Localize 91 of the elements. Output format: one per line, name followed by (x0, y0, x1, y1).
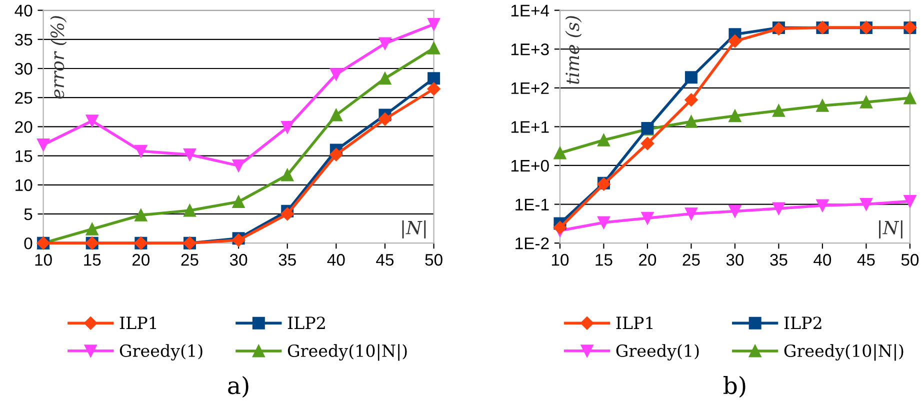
point (684, 115, 698, 128)
legend-label: ILP2 (784, 316, 822, 329)
y-tick-label: 1E-2 (516, 237, 549, 250)
point (428, 42, 440, 54)
point (378, 72, 392, 85)
text: a) (228, 376, 248, 398)
x-tick-label: 35 (770, 254, 788, 266)
y-tick-label: 1E-1 (516, 198, 549, 210)
y-tick-label: 30 (14, 62, 32, 75)
y-tick-label: 35 (14, 34, 32, 46)
text: b) (723, 376, 746, 398)
x-tick-label: 20 (132, 254, 150, 266)
y-axis-title: error (%) (50, 16, 67, 99)
point (641, 212, 654, 224)
point (860, 198, 872, 211)
point (330, 108, 342, 122)
y-tick-label: 25 (15, 92, 32, 104)
y-tick-label: 5 (24, 208, 32, 220)
x-tick-label: 40 (327, 254, 345, 266)
legend-label: ILP2 (288, 316, 325, 329)
x-tick-label: 40 (814, 254, 832, 266)
point (816, 199, 829, 212)
point (86, 222, 98, 236)
x-tick-label: 45 (376, 254, 394, 266)
legend-label: Greedy(10|N|) (784, 344, 904, 361)
x-tick-label: 15 (84, 254, 101, 266)
point (597, 134, 610, 146)
y-axis-title: time (s) (565, 16, 582, 84)
y-tick-label: 10 (16, 179, 32, 192)
y-tick-label: 15 (16, 150, 32, 162)
point (640, 136, 654, 150)
point (554, 146, 566, 160)
point (427, 82, 440, 96)
point (684, 208, 698, 220)
legend-label: ILP1 (120, 316, 156, 329)
legend-label: Greedy(1) (616, 344, 699, 360)
point (183, 204, 196, 217)
x-tick-label: 20 (639, 254, 656, 266)
point (86, 114, 98, 128)
point (330, 148, 343, 162)
legend-label: ILP1 (616, 316, 652, 329)
x-tick-label: 45 (857, 254, 875, 266)
point (860, 96, 872, 108)
x-axis-title: |N| (879, 220, 902, 238)
point (772, 202, 785, 215)
y-tick-label: 20 (15, 121, 32, 133)
x-tick-label: 10 (35, 254, 52, 266)
point (378, 112, 392, 126)
y-tick-label: 1E+3 (511, 44, 549, 56)
point (183, 148, 196, 161)
y-tick-label: 1E+2 (511, 82, 549, 94)
point (280, 207, 294, 221)
point (728, 110, 742, 122)
x-tick-label: 30 (230, 254, 248, 266)
x-axis-title: |N| (402, 220, 426, 238)
point (904, 92, 916, 104)
point (37, 138, 50, 151)
point (728, 205, 742, 218)
point (597, 216, 610, 229)
point (428, 18, 440, 31)
point (428, 72, 440, 85)
legend-label: Greedy(10|N|) (288, 344, 407, 361)
point (232, 196, 245, 208)
point (772, 104, 785, 117)
point (728, 34, 742, 48)
point (232, 159, 245, 172)
point (816, 99, 829, 112)
point (134, 208, 148, 222)
point (281, 121, 294, 134)
y-tick-label: 40 (14, 4, 32, 17)
x-tick-label: 30 (726, 254, 744, 266)
point (684, 93, 698, 106)
point (134, 144, 148, 158)
point (281, 168, 294, 182)
point (684, 71, 698, 84)
point (553, 221, 567, 234)
x-tick-label: 25 (181, 254, 198, 266)
x-tick-label: 50 (425, 254, 442, 266)
x-tick-label: 50 (901, 254, 919, 266)
y-tick-label: 1E+1 (511, 121, 549, 133)
legend-label: Greedy(1) (120, 344, 202, 360)
point (904, 194, 916, 208)
point (378, 37, 392, 50)
y-tick-label: 1E+0 (511, 160, 549, 172)
y-tick-label: 1E+4 (511, 4, 550, 16)
x-tick-label: 10 (552, 254, 569, 266)
x-tick-label: 15 (596, 254, 612, 266)
point (330, 68, 342, 81)
y-tick-label: 0 (24, 237, 32, 250)
x-tick-label: 25 (682, 254, 700, 266)
x-tick-label: 35 (278, 254, 296, 266)
